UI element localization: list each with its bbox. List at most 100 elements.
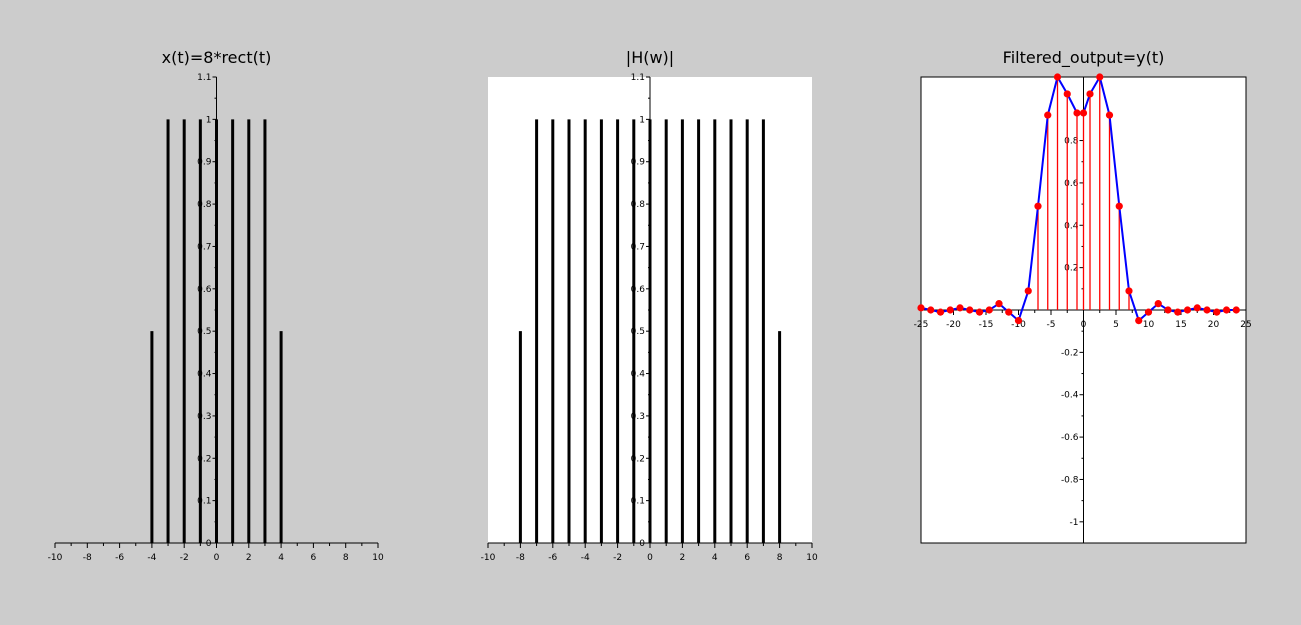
x-tick-label: -10: [48, 553, 63, 563]
data-point: [1053, 73, 1062, 81]
chart-title: x(t)=8*rect(t): [162, 48, 272, 67]
x-tick-label: -20: [946, 320, 961, 330]
chart-panel-1: x(t)=8*rect(t) -10 -8 -6 -4 -2 0 2 4 6 8 10 0 0.1 0.2 0…: [48, 48, 384, 563]
x-tick-label: -5: [1047, 320, 1056, 330]
x-tick-label: -8: [83, 553, 92, 563]
data-point: [1213, 308, 1221, 316]
x-tick-label: 6: [311, 553, 317, 563]
y-tick-label: 0.1: [631, 497, 645, 507]
x-tick-label: -2: [180, 553, 189, 563]
x-tick-label: -6: [115, 553, 124, 563]
x-tick-label: 10: [1143, 320, 1155, 330]
x-tick-label: 8: [343, 553, 349, 563]
x-tick-label: 10: [806, 553, 818, 563]
y-tick-label: 0.8: [197, 200, 212, 210]
y-tick-label: 0.5: [631, 327, 645, 337]
data-point: [1014, 316, 1023, 325]
y-tick-label: 1: [206, 115, 212, 125]
data-point: [1183, 306, 1192, 314]
data-point: [1044, 111, 1052, 119]
data-point: [1135, 316, 1143, 325]
y-tick-label: 0.3: [197, 412, 211, 422]
x-tick-label: -6: [548, 553, 557, 563]
y-tick-label: 0.2: [1064, 264, 1078, 274]
x-tick-label: -10: [481, 553, 496, 563]
data-point: [927, 306, 935, 314]
data-point: [1125, 287, 1133, 295]
y-tick-label: 0.6: [197, 285, 212, 295]
y-tick-label: 0.7: [197, 242, 211, 252]
x-tick-label: 5: [1113, 320, 1119, 330]
x-tick-label: -2: [613, 553, 622, 563]
y-tick-label: 0.5: [197, 327, 211, 337]
data-point: [1203, 306, 1211, 314]
data-point: [1073, 109, 1081, 117]
data-point: [1115, 202, 1123, 210]
x-tick-label: -10: [1011, 320, 1026, 330]
y-tick-label: -0.6: [1061, 433, 1079, 443]
data-point: [1222, 306, 1231, 314]
y-tick-label: 0.2: [631, 454, 645, 464]
data-point: [1096, 73, 1104, 81]
x-tick-label: -4: [581, 553, 590, 563]
data-point: [995, 300, 1003, 308]
x-tick-label: -8: [516, 553, 525, 563]
data-point: [975, 308, 984, 316]
data-point: [1105, 111, 1114, 119]
y-tick-label: 0.7: [631, 242, 645, 252]
x-tick-label: 0: [214, 553, 220, 563]
x-tick-label: 20: [1208, 320, 1220, 330]
x-tick-label: 25: [1240, 320, 1251, 330]
x-tick-label: -15: [979, 320, 994, 330]
data-point: [917, 304, 925, 312]
y-tick-label: 0.6: [631, 285, 646, 295]
data-point: [1034, 202, 1042, 210]
y-tick-label: 0.4: [1064, 221, 1079, 231]
y-tick-label: 0.3: [631, 412, 645, 422]
data-point: [985, 306, 993, 314]
data-point: [946, 306, 954, 314]
chart-title: |H(w)|: [626, 48, 674, 67]
y-tick-label: 0.8: [631, 200, 646, 210]
x-tick-label: 4: [712, 553, 718, 563]
y-tick-label: -1: [1070, 518, 1079, 528]
y-tick-label: 0.2: [197, 454, 211, 464]
chart-panel-3: Filtered_output=y(t) -25 -20 -15 -10 -5 0 5 10 15…: [914, 48, 1252, 544]
y-tick-label: 1.1: [197, 73, 211, 83]
data-point: [1063, 90, 1071, 98]
x-tick-label: 0: [647, 553, 653, 563]
y-tick-label: 0.4: [197, 370, 212, 380]
y-tick-label: -0.2: [1061, 348, 1079, 358]
y-tick-label: 1: [639, 115, 645, 125]
data-point: [1144, 308, 1153, 316]
x-tick-label: 10: [372, 553, 384, 563]
y-tick-label: 0.4: [631, 370, 646, 380]
y-tick-label: 0: [206, 539, 212, 549]
data-point: [936, 308, 945, 316]
data-point: [1174, 308, 1182, 316]
y-tick-label: 0.6: [1064, 179, 1079, 189]
data-point: [1086, 90, 1094, 98]
chart-panel-2: |H(w)| -10 -8 -6 -4 -2 0 2 4 6 8 10 0 0.1 0.2 0.3 0.4 0.5…: [481, 48, 818, 563]
x-tick-label: 0: [1081, 320, 1087, 330]
data-point: [1079, 109, 1088, 117]
data-point: [956, 304, 964, 312]
x-tick-label: -25: [914, 320, 929, 330]
x-tick-label: 4: [278, 553, 284, 563]
data-point: [1193, 304, 1201, 312]
data-point: [1005, 308, 1013, 316]
y-tick-label: -0.8: [1061, 475, 1079, 485]
data-point: [1232, 306, 1240, 314]
y-tick-label: 0.9: [631, 158, 646, 168]
y-tick-label: 0: [639, 539, 645, 549]
data-point: [1154, 300, 1162, 308]
y-tick-label: -0.4: [1061, 391, 1079, 401]
x-tick-label: 8: [777, 553, 783, 563]
x-tick-label: -4: [147, 553, 156, 563]
y-tick-label: 0.1: [197, 497, 211, 507]
data-point: [966, 306, 974, 314]
data-point: [1164, 306, 1172, 314]
y-tick-label: 0.8: [1064, 137, 1079, 147]
